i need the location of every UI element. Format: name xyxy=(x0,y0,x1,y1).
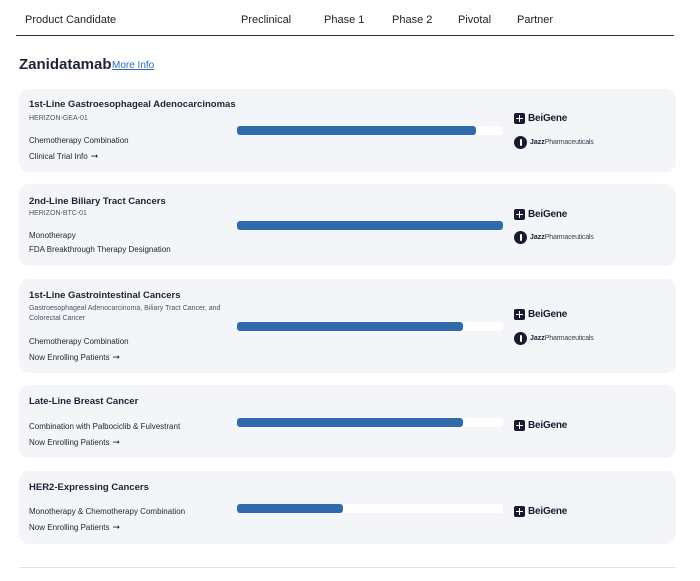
header-partner: Partner xyxy=(517,14,554,26)
therapy-type: Chemotherapy Combination xyxy=(29,337,129,346)
progress-track xyxy=(237,504,503,513)
beigene-label: BeiGene xyxy=(528,208,568,220)
arrow-right-icon: ➞ xyxy=(112,352,121,362)
therapy-type: Monotherapy & Chemotherapy Combination xyxy=(29,507,186,516)
program-card: Late-Line Breast Cancer Combination with… xyxy=(19,385,676,458)
pipeline-header: Product Candidate Preclinical Phase 1 Ph… xyxy=(16,0,674,36)
jazz-label-rest: Pharmaceuticals xyxy=(544,138,594,146)
now-enrolling-link[interactable]: Now Enrolling Patients ➞ xyxy=(29,437,120,448)
jazz-logo-icon xyxy=(514,230,527,244)
arrow-right-icon: ➞ xyxy=(112,437,121,447)
indication-title: 1st-Line Gastrointestinal Cancers xyxy=(29,290,181,301)
jazz-label-rest: Pharmaceuticals xyxy=(544,334,594,342)
partner-jazz: Jazz Pharmaceuticals xyxy=(514,230,594,244)
clinical-trial-info-link[interactable]: Clinical Trial Info ➞ xyxy=(29,151,98,162)
more-info-link[interactable]: More Info xyxy=(112,60,155,71)
product-name: Zanidatamab xyxy=(19,56,112,73)
progress-track xyxy=(237,322,503,331)
jazz-label: Jazz xyxy=(530,233,545,241)
trial-name: HERIZON-GEA-01 xyxy=(29,115,88,122)
trial-name: Gastroesophageal Adenocarcinoma, Biliary… xyxy=(29,305,221,322)
partner-jazz: Jazz Pharmaceuticals xyxy=(514,331,594,345)
link-label: Now Enrolling Patients xyxy=(29,353,110,362)
jazz-logo-icon xyxy=(514,331,527,345)
jazz-label-rest: Pharmaceuticals xyxy=(544,233,594,241)
beigene-label: BeiGene xyxy=(528,308,568,320)
beigene-label: BeiGene xyxy=(528,505,568,517)
beigene-label: BeiGene xyxy=(528,419,568,431)
link-label: Clinical Trial Info xyxy=(29,152,88,161)
therapy-type: Monotherapy xyxy=(29,231,76,240)
trial-name: HERIZON-BTC-01 xyxy=(29,210,87,217)
jazz-label: Jazz xyxy=(530,138,545,146)
link-label: Now Enrolling Patients xyxy=(29,438,110,447)
progress-fill xyxy=(237,418,464,427)
progress-track xyxy=(237,126,503,135)
indication-title: Late-Line Breast Cancer xyxy=(29,396,139,407)
section-divider xyxy=(19,567,676,568)
header-phase-1: Phase 1 xyxy=(324,14,365,26)
partner-beigene: BeiGene xyxy=(514,418,567,432)
partner-beigene: BeiGene xyxy=(514,307,567,321)
partner-beigene: BeiGene xyxy=(514,504,567,518)
program-card: HER2-Expressing Cancers Monotherapy & Ch… xyxy=(19,471,676,544)
indication-title: 1st-Line Gastroesophageal Adenocarcinoma… xyxy=(29,99,236,110)
progress-fill xyxy=(237,504,344,513)
progress-fill xyxy=(237,126,477,135)
beigene-logo-icon xyxy=(514,505,525,517)
indication-title: 2nd-Line Biliary Tract Cancers xyxy=(29,196,166,207)
partner-beigene: BeiGene xyxy=(514,207,567,221)
beigene-logo-icon xyxy=(514,208,525,220)
arrow-right-icon: ➞ xyxy=(90,151,99,161)
program-card: 1st-Line Gastroesophageal Adenocarcinoma… xyxy=(19,89,676,172)
progress-track xyxy=(237,418,503,427)
progress-fill xyxy=(237,322,464,331)
beigene-label: BeiGene xyxy=(528,112,568,124)
program-card: 2nd-Line Biliary Tract Cancers HERIZON-B… xyxy=(19,184,676,266)
now-enrolling-link[interactable]: Now Enrolling Patients ➞ xyxy=(29,352,120,363)
header-phase-2: Phase 2 xyxy=(392,14,433,26)
jazz-label: Jazz xyxy=(530,334,545,342)
link-label: Now Enrolling Patients xyxy=(29,523,110,532)
beigene-logo-icon xyxy=(514,419,525,431)
arrow-right-icon: ➞ xyxy=(112,522,121,532)
progress-track xyxy=(237,221,503,230)
program-card: 1st-Line Gastrointestinal Cancers Gastro… xyxy=(19,279,676,373)
header-preclinical: Preclinical xyxy=(241,14,292,26)
now-enrolling-link[interactable]: Now Enrolling Patients ➞ xyxy=(29,522,120,533)
designation-label: FDA Breakthrough Therapy Designation xyxy=(29,245,171,254)
beigene-logo-icon xyxy=(514,112,525,124)
header-pivotal: Pivotal xyxy=(458,14,492,26)
partner-jazz: Jazz Pharmaceuticals xyxy=(514,135,594,149)
progress-fill xyxy=(237,221,503,230)
beigene-logo-icon xyxy=(514,308,525,320)
partner-beigene: BeiGene xyxy=(514,111,567,125)
therapy-type: Combination with Palbociclib & Fulvestra… xyxy=(29,422,181,431)
jazz-logo-icon xyxy=(514,135,527,149)
header-product-candidate: Product Candidate xyxy=(25,14,117,26)
therapy-type: Chemotherapy Combination xyxy=(29,136,129,145)
indication-title: HER2-Expressing Cancers xyxy=(29,482,149,493)
